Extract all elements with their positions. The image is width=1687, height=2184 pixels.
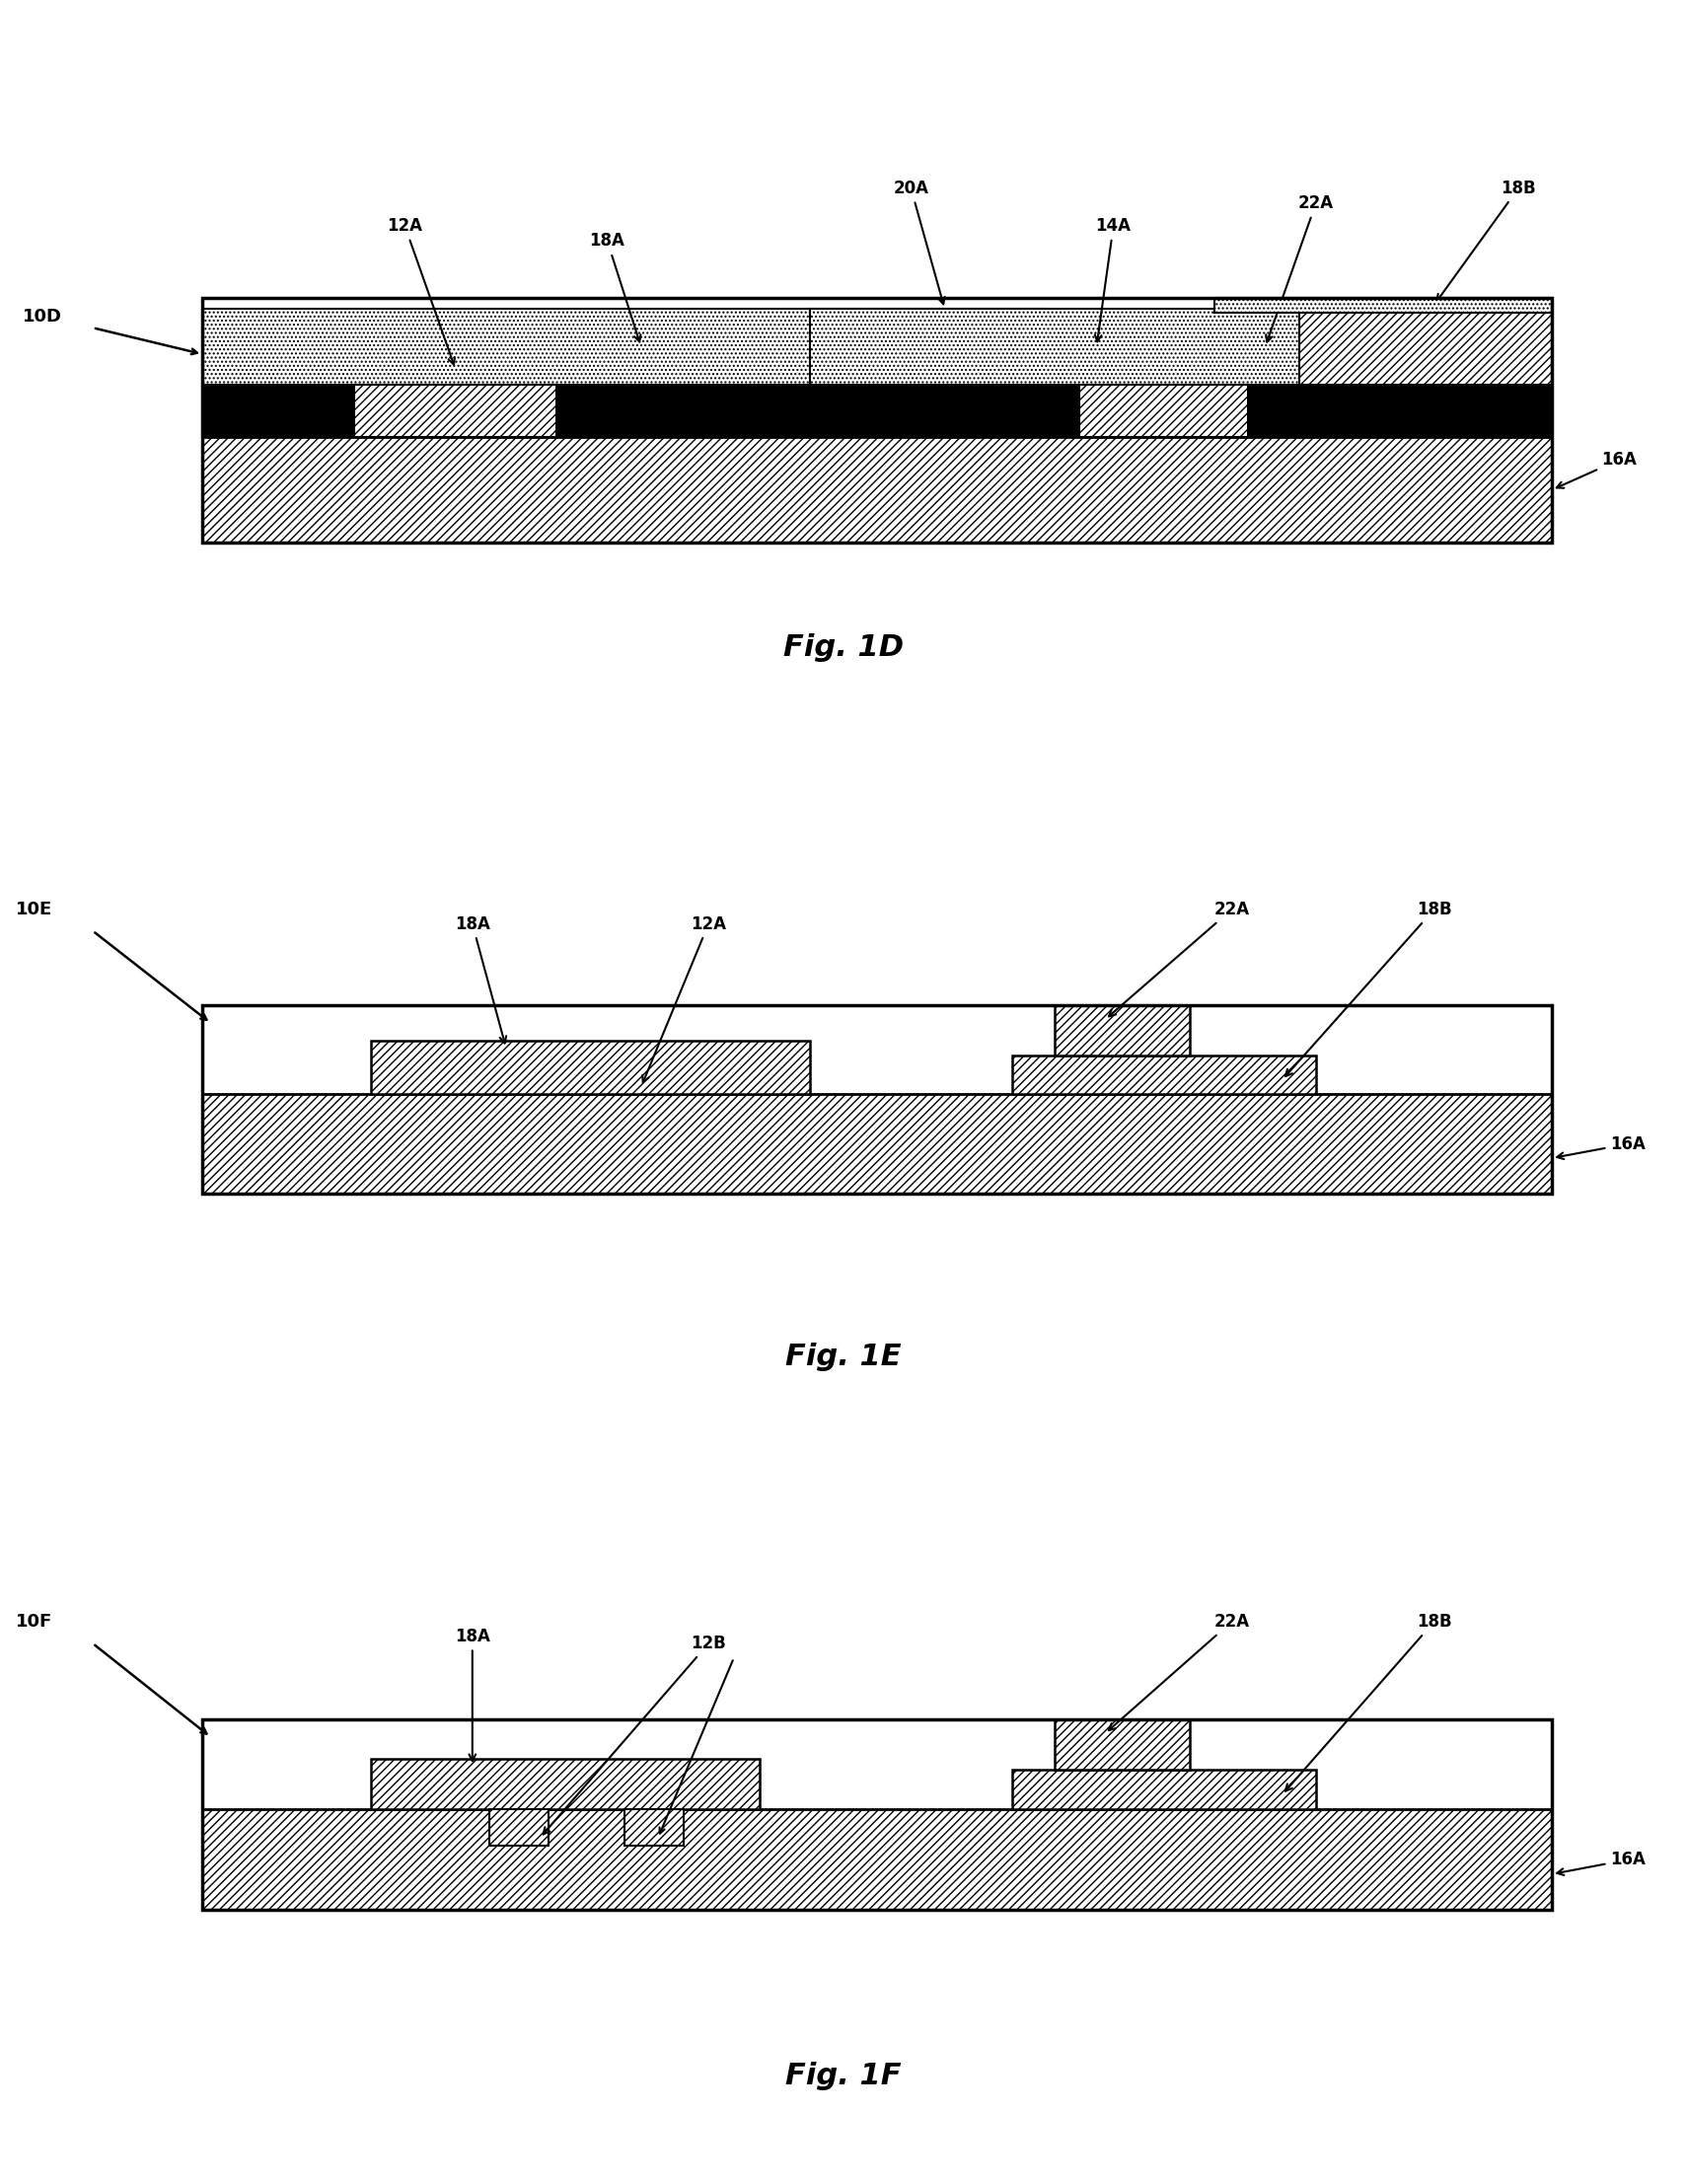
Text: 12B: 12B (543, 1634, 725, 1835)
Bar (202, 1719, 1552, 1911)
Bar (202, 297, 1552, 542)
Bar (624, 1808, 683, 1845)
Bar (202, 1094, 1552, 1192)
Text: 20A: 20A (892, 179, 945, 304)
Text: 18B: 18B (1437, 179, 1535, 301)
Bar (1012, 1055, 1316, 1094)
Bar (202, 1005, 1552, 1192)
Text: 22A: 22A (1108, 900, 1250, 1016)
Bar (489, 1808, 548, 1845)
Text: Fig. 1D: Fig. 1D (783, 633, 904, 662)
Text: 12A: 12A (643, 915, 727, 1083)
Text: 18B: 18B (1285, 900, 1451, 1077)
Text: 10F: 10F (15, 1614, 52, 1631)
Bar (354, 384, 557, 437)
Bar (1080, 384, 1248, 437)
Text: 16A: 16A (1557, 1136, 1645, 1160)
Bar (1215, 308, 1552, 384)
Bar (1054, 1719, 1189, 1769)
Bar (1012, 1769, 1316, 1808)
Text: 18B: 18B (1285, 1614, 1451, 1791)
Text: 10D: 10D (22, 308, 62, 325)
Text: 18A: 18A (455, 915, 506, 1044)
Text: Fig. 1F: Fig. 1F (786, 2062, 901, 2090)
Bar (371, 1758, 759, 1808)
Text: 14A: 14A (1095, 216, 1132, 341)
Text: Fig. 1E: Fig. 1E (786, 1343, 901, 1372)
Bar (202, 384, 1552, 437)
Bar (371, 1042, 810, 1094)
Text: 22A: 22A (1265, 194, 1334, 343)
Text: 18A: 18A (590, 232, 641, 343)
Bar (202, 308, 1046, 384)
Text: 10E: 10E (15, 900, 52, 919)
Bar (1215, 297, 1552, 312)
Bar (1054, 1005, 1189, 1055)
Bar (202, 1808, 1552, 1911)
Text: 22A: 22A (1108, 1614, 1250, 1730)
Text: 16A: 16A (1557, 450, 1636, 487)
Text: 12A: 12A (386, 216, 455, 365)
Bar (810, 308, 1299, 384)
Bar (202, 437, 1552, 542)
Text: 16A: 16A (1557, 1850, 1645, 1876)
Text: 18A: 18A (455, 1627, 489, 1760)
